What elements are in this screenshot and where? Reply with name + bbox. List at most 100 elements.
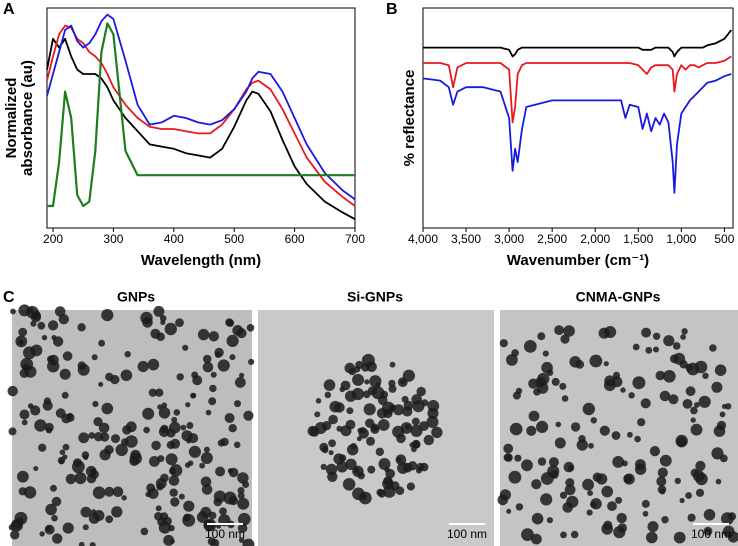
particle (328, 439, 336, 448)
particle (148, 388, 157, 397)
particle (328, 450, 334, 456)
particle (582, 478, 594, 491)
particle (679, 360, 688, 369)
particle (151, 440, 161, 451)
particle (389, 361, 396, 368)
particle (159, 315, 167, 322)
particle (30, 311, 42, 323)
particle (499, 489, 511, 501)
particle (124, 351, 131, 358)
particle (173, 409, 181, 416)
particle (603, 379, 616, 392)
particle (411, 417, 420, 426)
particle (182, 344, 189, 351)
particle (18, 304, 31, 317)
particle (537, 332, 546, 341)
particle (596, 473, 608, 485)
particle (19, 409, 30, 420)
particle (208, 511, 217, 520)
panel-label: A (3, 1, 15, 18)
particle (567, 465, 575, 472)
particle (357, 472, 365, 480)
particle (44, 422, 54, 432)
particle (140, 311, 153, 325)
particle (242, 538, 255, 546)
particle (395, 486, 405, 496)
particle (542, 350, 549, 357)
particle (98, 381, 104, 387)
particle (682, 399, 693, 409)
particle (645, 346, 653, 354)
particle (143, 426, 150, 434)
particle (515, 503, 524, 511)
particle (611, 431, 621, 440)
particle (208, 397, 217, 406)
particle (30, 344, 43, 357)
particle (19, 368, 29, 378)
x-tick-label: 300 (103, 232, 123, 246)
particle (358, 491, 372, 505)
particle (321, 446, 329, 454)
x-tick-label: 700 (345, 232, 365, 246)
particle (207, 537, 216, 546)
particle (61, 391, 69, 399)
particle (601, 523, 613, 535)
particle (570, 530, 579, 539)
particle (34, 419, 47, 432)
particle (702, 372, 709, 379)
particle (202, 361, 214, 373)
particle (203, 446, 210, 453)
particle (309, 426, 320, 437)
particle (531, 479, 542, 490)
particle (10, 530, 20, 540)
x-axis-label: Wavelength (nm) (141, 252, 261, 269)
particle (564, 484, 576, 496)
particle (589, 354, 603, 368)
particle (62, 522, 74, 534)
particle (407, 461, 418, 471)
y-axis-label: absorbance (au) (19, 60, 36, 176)
particle (169, 464, 183, 477)
panel-label: C (3, 289, 15, 306)
x-tick-label: 3,000 (494, 232, 524, 246)
particle (361, 363, 370, 372)
particle (727, 512, 737, 521)
particle (342, 478, 356, 491)
particle (329, 400, 342, 413)
particle (669, 354, 679, 364)
particle (140, 527, 149, 536)
particle (51, 514, 58, 522)
particle (402, 406, 413, 417)
y-axis-label: % reflectance (401, 70, 418, 167)
particle (353, 467, 360, 474)
particle (52, 533, 63, 544)
particle (82, 524, 89, 531)
particle (202, 354, 212, 364)
particle (57, 456, 66, 465)
particle (65, 473, 77, 485)
particle (15, 335, 28, 348)
particle (236, 328, 247, 339)
particle (392, 425, 405, 438)
particle (668, 394, 679, 405)
particle (416, 386, 426, 397)
particle (528, 410, 540, 422)
particle (164, 322, 177, 336)
particle (576, 439, 588, 451)
x-tick-label: 400 (164, 232, 184, 246)
particle (640, 398, 651, 409)
particle (233, 441, 241, 449)
particle (129, 456, 140, 466)
particle (226, 334, 239, 347)
particle (499, 339, 508, 348)
particle (560, 334, 570, 344)
scale-bar-label: 100 nm (691, 527, 731, 541)
particle (511, 349, 519, 357)
particle (50, 484, 57, 492)
particle (243, 410, 254, 421)
particle (352, 373, 365, 386)
particle (215, 466, 226, 477)
particle (142, 407, 155, 420)
particle (93, 417, 103, 427)
particle (153, 305, 165, 317)
